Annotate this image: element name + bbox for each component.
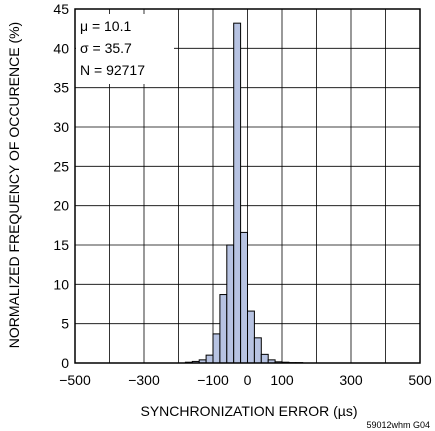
- histogram-bar-3: [205, 354, 214, 364]
- x-tick-label-2: −300: [128, 372, 160, 388]
- x-tick-labels: −500 −300 −100 0 100 300 500: [59, 372, 432, 388]
- x-tick-label-6: 100: [270, 372, 294, 388]
- histogram-bar-8: [240, 231, 249, 364]
- y-tick-label-0: 0: [61, 355, 69, 371]
- x-tick-label-0: −500: [59, 372, 91, 388]
- y-tick-label-6: 30: [53, 119, 69, 135]
- y-tick-label-2: 10: [53, 276, 69, 292]
- y-tick-label-5: 25: [53, 158, 69, 174]
- histogram-bar-10: [253, 337, 262, 364]
- figure-id: 59012whm G04: [366, 420, 430, 430]
- y-axis-title: NORMALIZED FREQUENCY OF OCCURENCE (%): [6, 22, 22, 348]
- x-tick-label-8: 300: [339, 372, 363, 388]
- stats-box: [76, 14, 174, 84]
- plot-frame: [74, 8, 421, 364]
- histogram-bar-9: [247, 310, 255, 364]
- y-tick-label-9: 45: [53, 1, 69, 17]
- sigma-annotation: σ = 35.7: [80, 40, 132, 56]
- histogram-bar-11: [260, 353, 269, 364]
- y-tick-label-7: 35: [53, 80, 69, 96]
- y-tick-labels: 0 5 10 15 20 25 30 35 40 45: [53, 1, 69, 371]
- y-tick-label-8: 40: [53, 40, 69, 56]
- count-annotation: N = 92717: [80, 62, 145, 78]
- x-axis-title: SYNCHRONIZATION ERROR (µs): [140, 403, 357, 419]
- histogram-bar-7: [233, 22, 242, 364]
- histogram-bar-5: [219, 294, 228, 364]
- histogram-bars: [184, 22, 304, 364]
- y-tick-label-3: 15: [53, 237, 69, 253]
- histogram-bar-4: [212, 333, 221, 364]
- y-tick-label-1: 5: [61, 316, 69, 332]
- histogram-bar-6: [226, 244, 235, 364]
- mean-annotation: μ = 10.1: [80, 18, 131, 34]
- x-tick-label-4: −100: [197, 372, 229, 388]
- x-tick-label-5: 0: [244, 372, 252, 388]
- y-tick-label-4: 20: [53, 198, 69, 214]
- x-tick-label-10: 500: [408, 372, 432, 388]
